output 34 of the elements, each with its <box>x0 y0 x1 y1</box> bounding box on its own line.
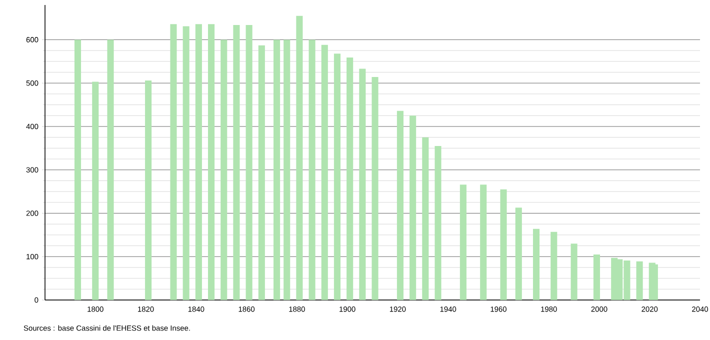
bar <box>422 137 429 300</box>
bar <box>308 40 316 300</box>
bar <box>107 40 114 300</box>
bar <box>480 184 487 300</box>
bar <box>346 57 354 300</box>
bar <box>195 24 202 300</box>
bar <box>74 40 82 300</box>
bar <box>246 24 252 300</box>
bar <box>321 44 328 300</box>
bar <box>550 232 558 300</box>
bar <box>145 80 152 300</box>
bar <box>296 16 303 300</box>
bar <box>593 254 600 300</box>
bar <box>182 26 190 300</box>
bar <box>220 40 228 300</box>
bar <box>410 116 416 300</box>
bar <box>460 184 466 300</box>
bar <box>396 110 404 300</box>
bar <box>372 77 378 300</box>
bar <box>500 189 507 300</box>
bar <box>515 208 522 300</box>
bar <box>92 82 99 300</box>
bar <box>233 24 240 300</box>
bar <box>434 146 442 300</box>
bar <box>258 45 265 300</box>
bar <box>170 24 177 300</box>
bar <box>274 40 280 300</box>
bar <box>284 40 290 300</box>
bar <box>570 244 578 300</box>
bar <box>636 261 643 300</box>
bar <box>208 24 215 300</box>
bar <box>359 68 366 300</box>
bar <box>334 54 341 300</box>
bar <box>532 228 540 300</box>
